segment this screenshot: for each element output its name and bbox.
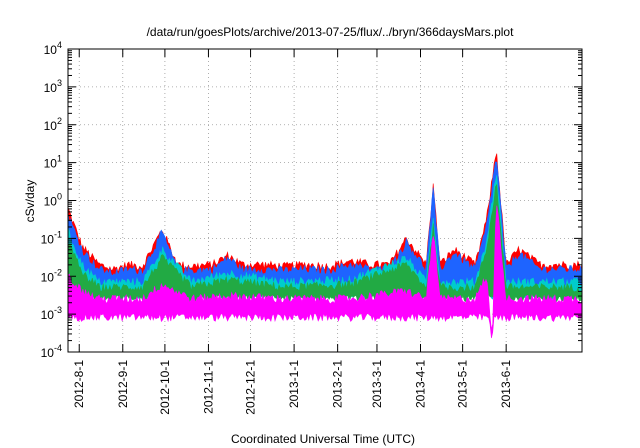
x-tick-label: 2013-3-1 [370,360,384,408]
x-tick-label: 2012-10-1 [158,360,172,415]
series-layer [67,153,583,339]
x-axis-label: Coordinated Universal Time (UTC) [231,432,415,446]
y-tick-label: 103 [44,78,62,95]
y-tick-label: 104 [44,40,62,57]
x-axis: 2012-8-1 2012-9-1 2012-10-1 2012-11-1 2012-1… [72,49,513,415]
y-tick-label: 10-2 [41,267,62,284]
y-tick-label: 10-3 [41,305,62,322]
x-tick-label: 2012-12-1 [244,360,258,415]
x-tick-label: 2012-11-1 [201,360,215,414]
x-tick-label: 2013-6-1 [499,360,513,408]
x-tick-label: 2012-8-1 [72,360,86,408]
x-tick-label: 2013-5-1 [456,360,470,408]
x-tick-label: 2012-9-1 [116,360,130,408]
chart-title: /data/run/goesPlots/archive/2013-07-25/f… [147,25,515,39]
y-tick-label: 102 [44,116,62,133]
y-tick-label: 100 [44,192,62,209]
x-tick-label: 2013-1-1 [287,360,301,408]
y-tick-label: 10-1 [41,229,62,246]
x-tick-label: 2013-4-1 [413,360,427,408]
y-axis: 10-4 10-3 10-2 10-1 100 101 102 103 104 [41,40,582,360]
y-axis-label: cSv/day [23,180,37,223]
x-tick-label: 2013-2-1 [331,360,345,408]
y-tick-label: 101 [44,154,62,171]
y-tick-label: 10-4 [41,343,62,360]
